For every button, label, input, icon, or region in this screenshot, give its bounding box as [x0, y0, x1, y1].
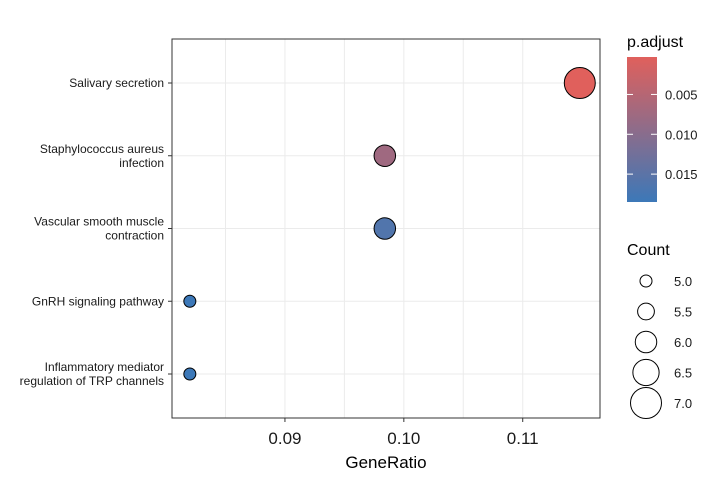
size-legend-label: 7.0	[674, 396, 692, 411]
y-tick-label: Staphylococcus aureus infection	[40, 142, 164, 170]
size-legend-label: 5.5	[674, 305, 692, 320]
data-points	[183, 67, 596, 381]
size-legend-circle	[630, 387, 662, 419]
x-tick-label: 0.10	[387, 429, 420, 448]
y-tick-label: GnRH signaling pathway	[32, 294, 164, 308]
colorbar-tick-label: 0.015	[665, 167, 698, 182]
x-tick-label: 0.11	[507, 429, 539, 448]
y-tick-label: Vascular smooth muscle contraction	[34, 215, 164, 243]
data-point	[183, 367, 197, 381]
size-legend-title: Count	[627, 242, 670, 259]
size-legend: Count 5.0 5.5 6.0 6.5 7.0	[627, 242, 692, 419]
x-tick-label: 0.09	[268, 429, 301, 448]
size-legend-label: 6.5	[674, 366, 692, 381]
size-legend-label: 5.0	[674, 274, 692, 289]
y-axis: Salivary secretion Staphylococcus aureus i…	[20, 76, 172, 388]
y-tick-label: Inflammatory mediator regulation of TRP c…	[20, 360, 164, 388]
color-legend-bar	[627, 57, 657, 202]
data-point	[373, 217, 397, 240]
x-axis: 0.09 0.10 0.11	[268, 418, 539, 448]
colorbar-tick-label: 0.010	[665, 127, 698, 142]
color-legend: p.adjust 0.005 0.010 0.015	[627, 34, 698, 202]
data-point	[183, 294, 197, 308]
size-legend-circle	[632, 358, 660, 387]
color-legend-title: p.adjust	[627, 34, 684, 51]
size-legend-circle	[637, 302, 655, 321]
data-point	[373, 144, 397, 167]
colorbar-tick-label: 0.005	[665, 87, 698, 102]
size-legend-circle	[634, 330, 658, 354]
size-legend-circle	[639, 274, 653, 288]
size-legend-label: 6.0	[674, 335, 692, 350]
y-tick-label: Salivary secretion	[69, 76, 164, 90]
data-point	[563, 67, 596, 99]
x-axis-title: GeneRatio	[345, 453, 426, 472]
